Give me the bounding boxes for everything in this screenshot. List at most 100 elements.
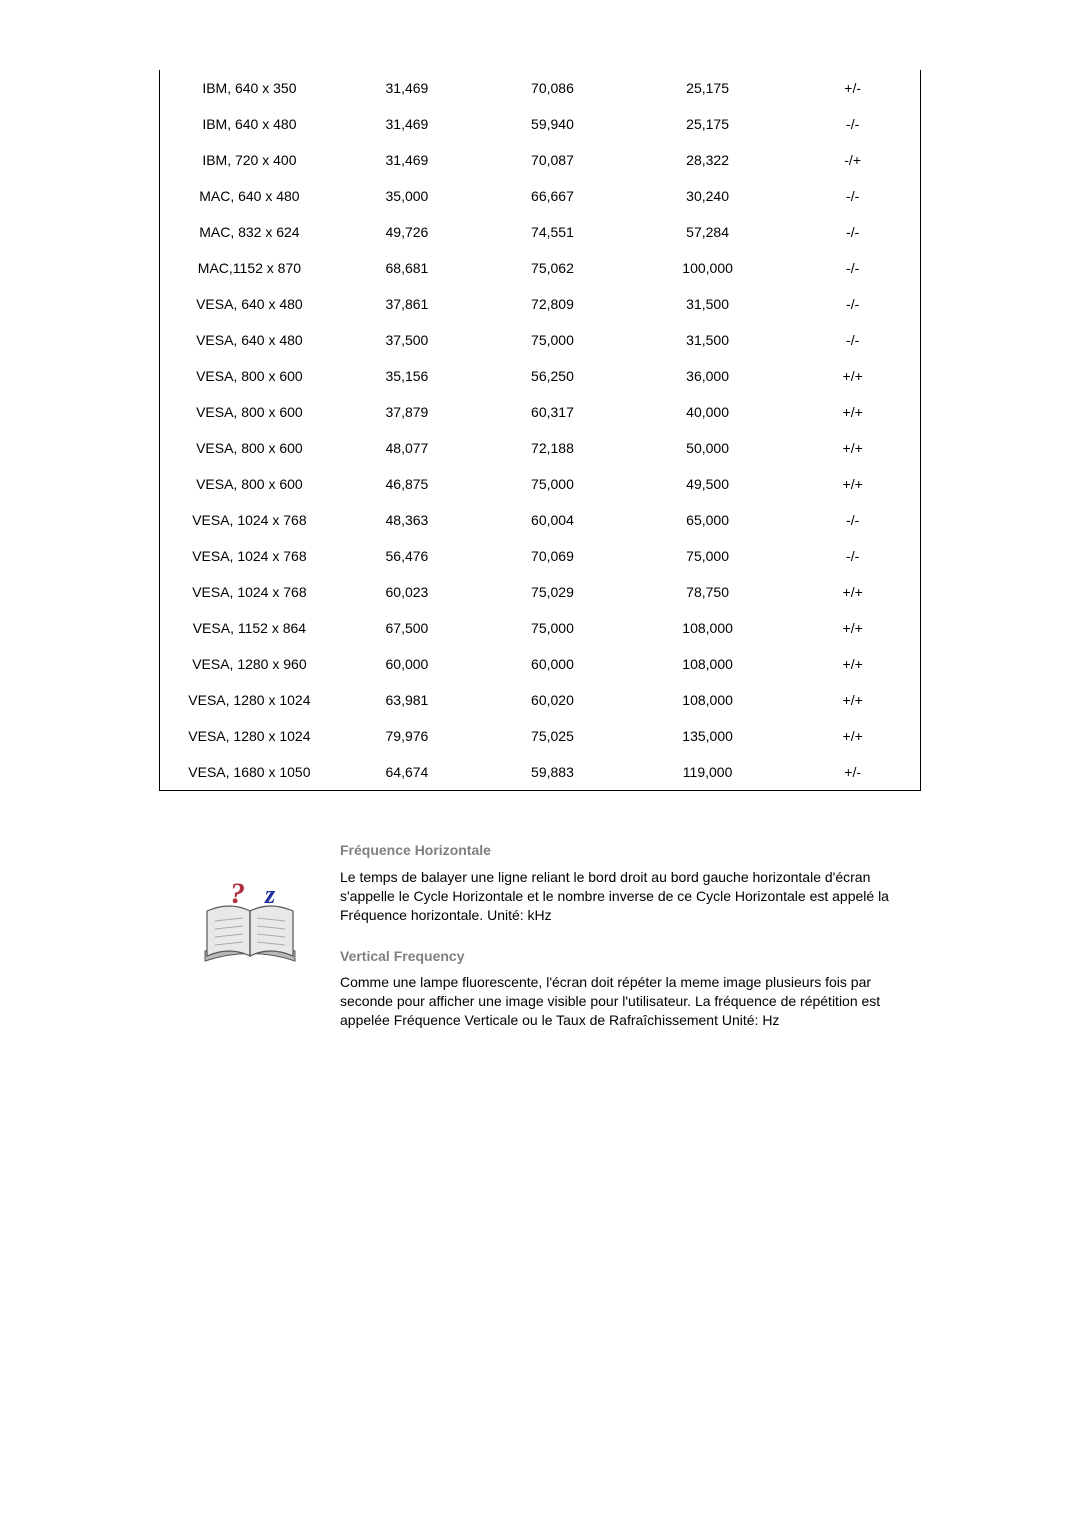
- table-cell: +/+: [785, 610, 920, 646]
- paragraph-vertical-frequency: Comme une lampe fluorescente, l'écran do…: [340, 973, 920, 1030]
- table-row: VESA, 640 x 48037,50075,00031,500-/-: [160, 322, 920, 358]
- table-cell: +/-: [785, 70, 920, 106]
- table-cell: 48,077: [339, 430, 475, 466]
- table-cell: 119,000: [630, 754, 785, 790]
- table-row: MAC,1152 x 87068,68175,062100,000-/-: [160, 250, 920, 286]
- table-cell: VESA, 800 x 600: [160, 466, 339, 502]
- table-cell: VESA, 1024 x 768: [160, 502, 339, 538]
- table-cell: +/+: [785, 430, 920, 466]
- table-cell: 70,087: [475, 142, 630, 178]
- table-cell: MAC, 832 x 624: [160, 214, 339, 250]
- table-cell: 31,469: [339, 70, 475, 106]
- table-cell: 72,188: [475, 430, 630, 466]
- table-cell: 31,469: [339, 142, 475, 178]
- table-cell: 75,000: [475, 466, 630, 502]
- table-cell: -/-: [785, 502, 920, 538]
- table-cell: 30,240: [630, 178, 785, 214]
- table-cell: 75,025: [475, 718, 630, 754]
- table-cell: 70,069: [475, 538, 630, 574]
- table-cell: 59,940: [475, 106, 630, 142]
- table-row: VESA, 1280 x 102463,98160,020108,000+/+: [160, 682, 920, 718]
- table-cell: VESA, 1280 x 960: [160, 646, 339, 682]
- table-row: VESA, 800 x 60048,07772,18850,000+/+: [160, 430, 920, 466]
- table-row: IBM, 640 x 48031,46959,94025,175-/-: [160, 106, 920, 142]
- svg-text:z: z: [264, 881, 276, 909]
- table-cell: 60,317: [475, 394, 630, 430]
- table-cell: 46,875: [339, 466, 475, 502]
- table-cell: -/-: [785, 106, 920, 142]
- table-cell: -/-: [785, 250, 920, 286]
- table-cell: 59,883: [475, 754, 630, 790]
- table-cell: VESA, 1280 x 1024: [160, 682, 339, 718]
- table-cell: 37,861: [339, 286, 475, 322]
- paragraph-horizontal-frequency: Le temps de balayer une ligne reliant le…: [340, 868, 920, 925]
- table-cell: 75,000: [475, 322, 630, 358]
- table-cell: VESA, 800 x 600: [160, 394, 339, 430]
- table-cell: +/+: [785, 646, 920, 682]
- table-cell: +/+: [785, 718, 920, 754]
- table-row: VESA, 800 x 60046,87575,00049,500+/+: [160, 466, 920, 502]
- table-row: MAC, 832 x 62449,72674,55157,284-/-: [160, 214, 920, 250]
- table-row: MAC, 640 x 48035,00066,66730,240-/-: [160, 178, 920, 214]
- table-row: VESA, 800 x 60035,15656,25036,000+/+: [160, 358, 920, 394]
- table-cell: -/+: [785, 142, 920, 178]
- table-cell: 35,156: [339, 358, 475, 394]
- table-cell: 48,363: [339, 502, 475, 538]
- table-cell: MAC, 640 x 480: [160, 178, 339, 214]
- table-cell: 49,726: [339, 214, 475, 250]
- table-row: VESA, 1280 x 102479,97675,025135,000+/+: [160, 718, 920, 754]
- table-cell: 56,250: [475, 358, 630, 394]
- table-cell: 56,476: [339, 538, 475, 574]
- table-cell: 50,000: [630, 430, 785, 466]
- table-cell: 70,086: [475, 70, 630, 106]
- table-cell: 60,000: [339, 646, 475, 682]
- heading-vertical-frequency: Vertical Frequency: [340, 947, 920, 966]
- table-cell: 31,500: [630, 286, 785, 322]
- table-cell: 75,062: [475, 250, 630, 286]
- table-cell: 108,000: [630, 610, 785, 646]
- table-cell: 37,500: [339, 322, 475, 358]
- table-cell: VESA, 800 x 600: [160, 430, 339, 466]
- table-cell: 78,750: [630, 574, 785, 610]
- definitions-block: ? z Fréquence Horizontale Le temps de ba…: [160, 841, 920, 1052]
- table-row: VESA, 1024 x 76860,02375,02978,750+/+: [160, 574, 920, 610]
- table-cell: 25,175: [630, 70, 785, 106]
- table-row: VESA, 1152 x 86467,50075,000108,000+/+: [160, 610, 920, 646]
- table-cell: 35,000: [339, 178, 475, 214]
- table-row: VESA, 1280 x 96060,00060,000108,000+/+: [160, 646, 920, 682]
- table-row: IBM, 640 x 35031,46970,08625,175+/-: [160, 70, 920, 106]
- table-cell: +/-: [785, 754, 920, 790]
- table-cell: 25,175: [630, 106, 785, 142]
- table-cell: 108,000: [630, 646, 785, 682]
- table-cell: 57,284: [630, 214, 785, 250]
- table-cell: VESA, 800 x 600: [160, 358, 339, 394]
- table-cell: 75,000: [475, 610, 630, 646]
- table-cell: 68,681: [339, 250, 475, 286]
- table-cell: -/-: [785, 286, 920, 322]
- table-cell: 100,000: [630, 250, 785, 286]
- table-cell: IBM, 640 x 480: [160, 106, 339, 142]
- table-cell: 28,322: [630, 142, 785, 178]
- table-row: VESA, 1680 x 105064,67459,883119,000+/-: [160, 754, 920, 790]
- table-cell: VESA, 640 x 480: [160, 286, 339, 322]
- table-cell: 49,500: [630, 466, 785, 502]
- table-cell: MAC,1152 x 870: [160, 250, 339, 286]
- table-cell: 79,976: [339, 718, 475, 754]
- definitions-text: Fréquence Horizontale Le temps de balaye…: [340, 841, 920, 1052]
- table-cell: VESA, 1280 x 1024: [160, 718, 339, 754]
- table-cell: 72,809: [475, 286, 630, 322]
- table-cell: VESA, 1680 x 1050: [160, 754, 339, 790]
- modes-table: IBM, 640 x 35031,46970,08625,175+/-IBM, …: [160, 70, 920, 790]
- document-page: IBM, 640 x 35031,46970,08625,175+/-IBM, …: [0, 0, 1080, 1528]
- book-question-icon: ? z: [160, 841, 340, 976]
- table-cell: 40,000: [630, 394, 785, 430]
- table-cell: -/-: [785, 538, 920, 574]
- table-cell: 74,551: [475, 214, 630, 250]
- table-cell: -/-: [785, 322, 920, 358]
- table-cell: 36,000: [630, 358, 785, 394]
- table-cell: +/+: [785, 358, 920, 394]
- table-cell: 60,004: [475, 502, 630, 538]
- table-cell: 65,000: [630, 502, 785, 538]
- table-cell: IBM, 720 x 400: [160, 142, 339, 178]
- table-cell: +/+: [785, 682, 920, 718]
